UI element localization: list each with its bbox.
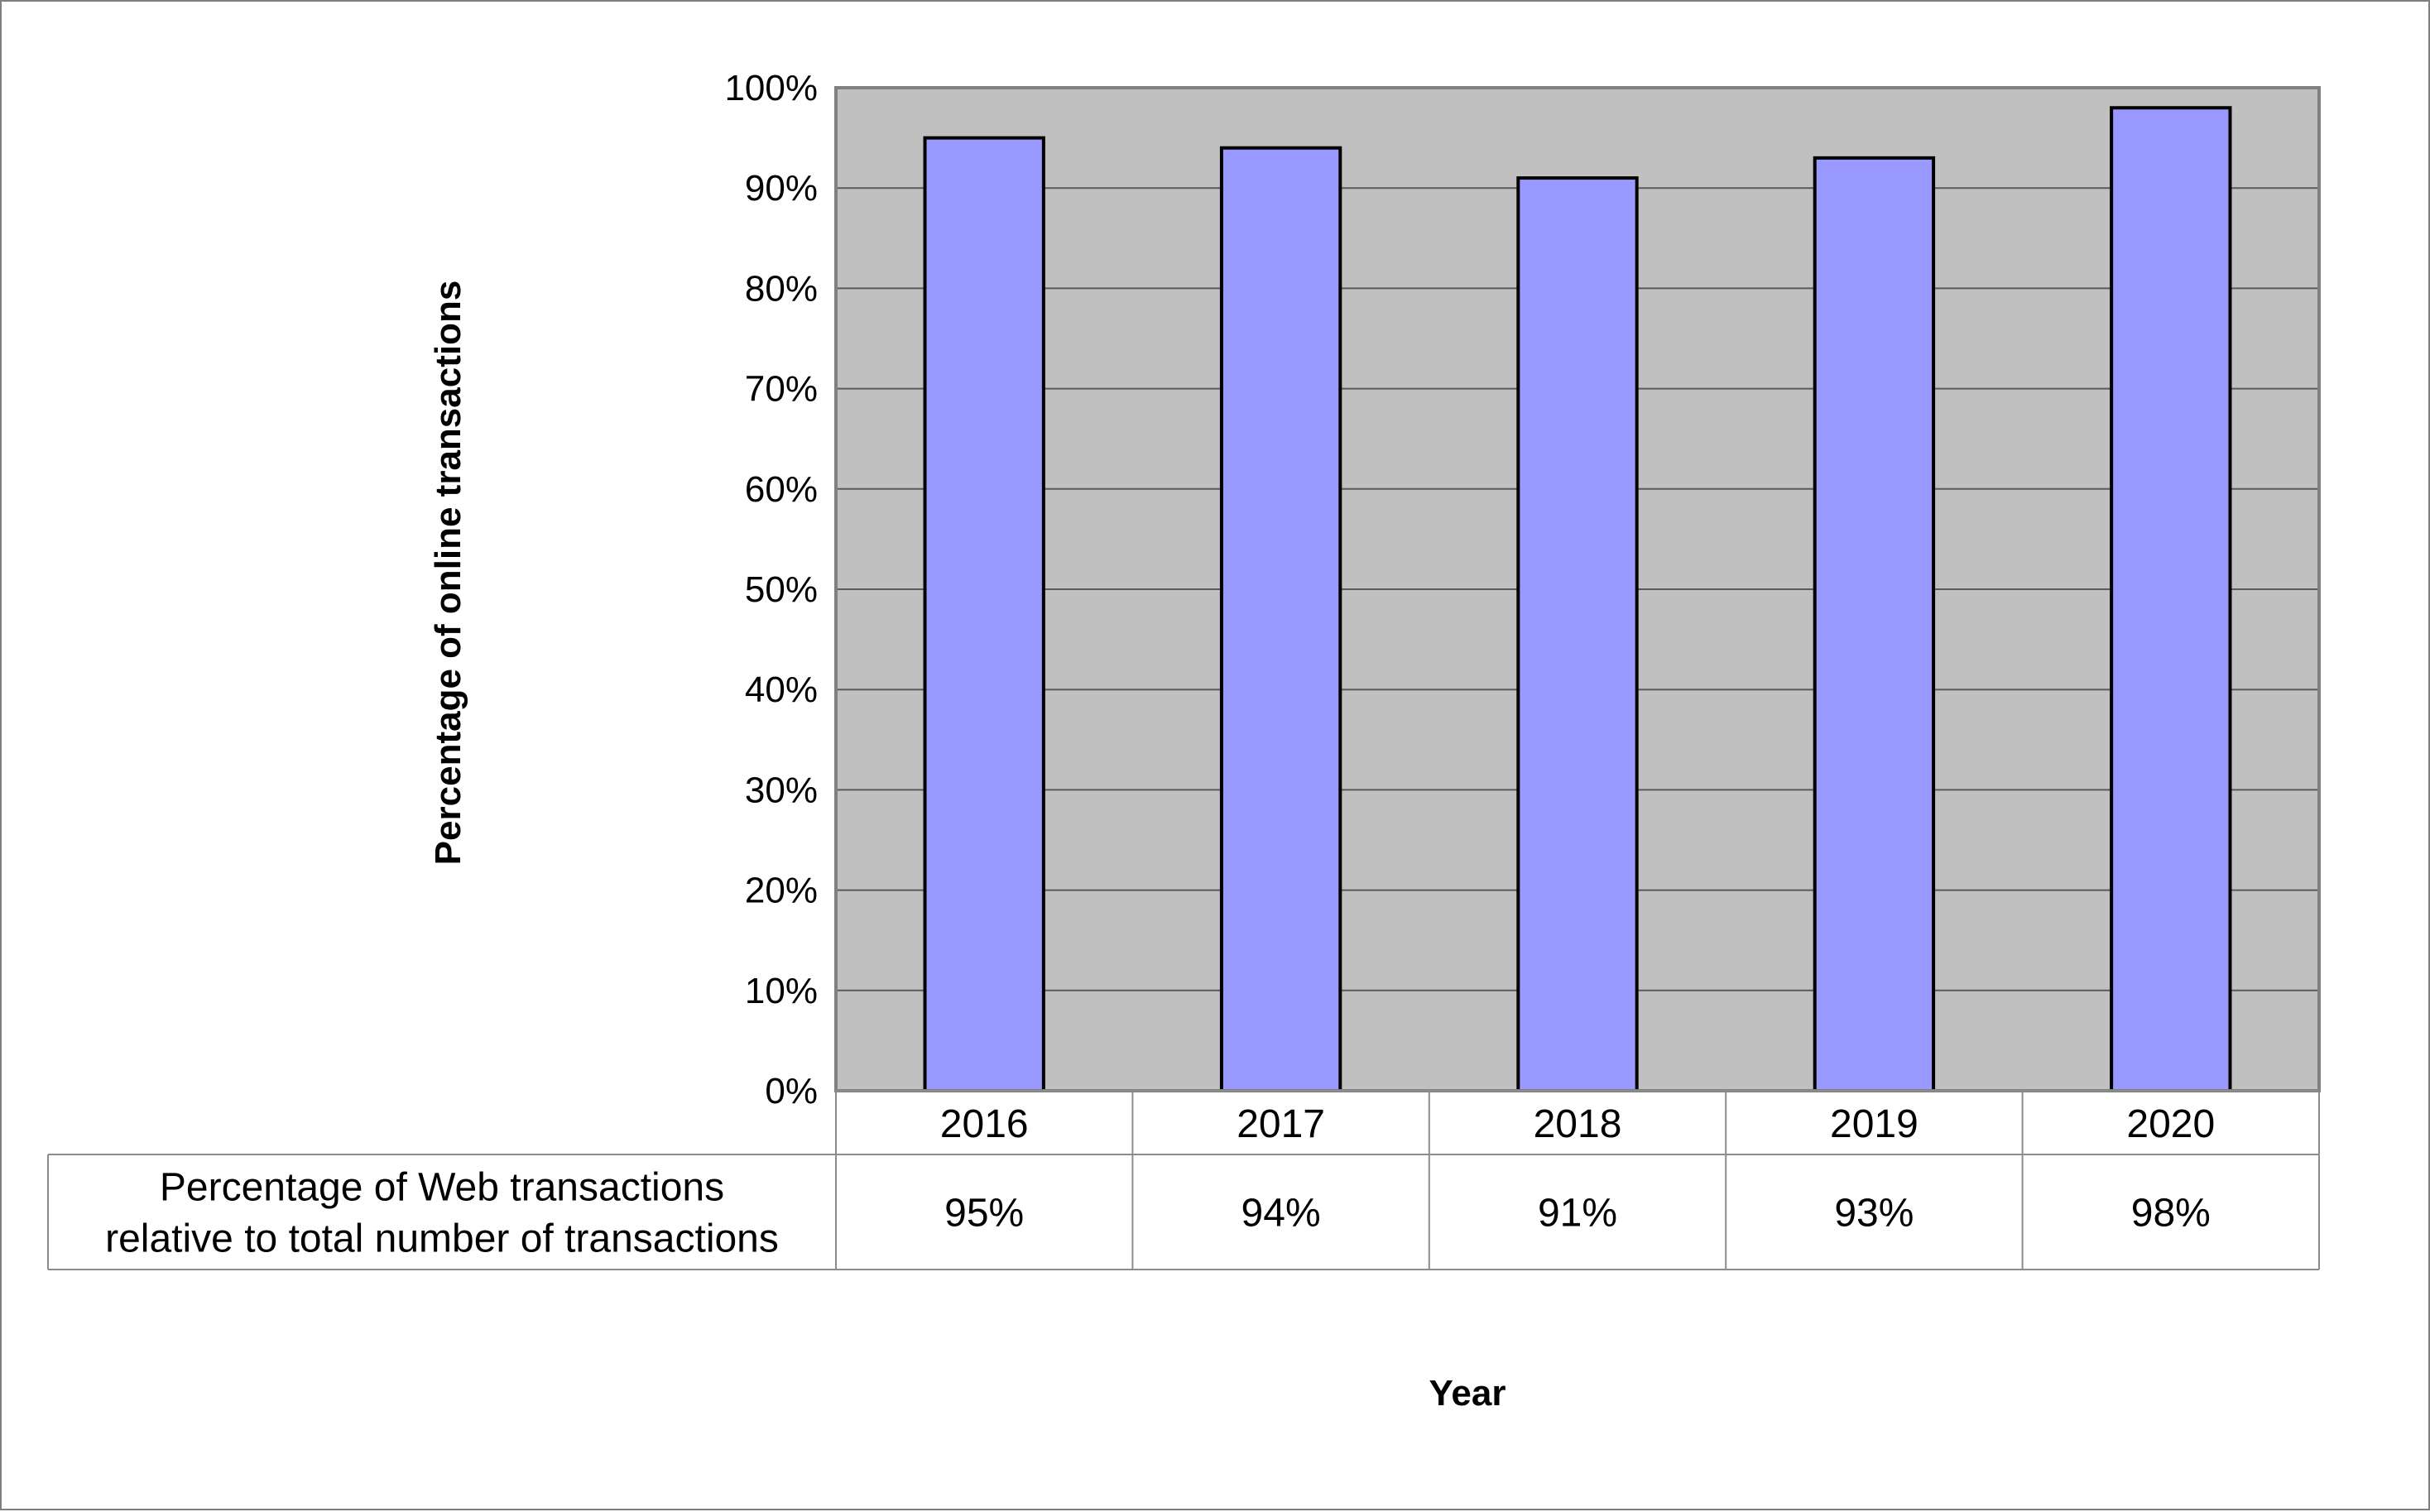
y-tick-labels: 0% 10% 20% 30% 40% 50% 60% 70% 80% 90% 100%: [724, 68, 818, 1111]
x-category-label: 2020: [2126, 1102, 2215, 1146]
table-cell: 98%: [2131, 1192, 2211, 1236]
y-tick-label: 0%: [765, 1071, 818, 1111]
x-category-label: 2017: [1237, 1102, 1325, 1146]
bar: [923, 136, 1045, 1093]
y-tick-label: 80%: [745, 268, 818, 309]
y-tick-label: 100%: [724, 68, 818, 108]
table-row-label: relative to total number of transactions: [105, 1217, 779, 1261]
bar: [1219, 146, 1342, 1093]
y-axis-title: Percentage of online transactions: [428, 281, 468, 866]
y-tick-label: 20%: [745, 871, 818, 911]
x-axis-title: Year: [1429, 1373, 1506, 1414]
y-tick-label: 90%: [745, 168, 818, 209]
x-category-label: 2019: [1830, 1102, 1919, 1146]
y-tick-label: 10%: [745, 971, 818, 1011]
x-category-label: 2016: [940, 1102, 1029, 1146]
y-tick-label: 40%: [745, 670, 818, 710]
y-tick-label: 30%: [745, 770, 818, 810]
table-row-label: Percentage of Web transactions: [160, 1166, 724, 1210]
table-cell: 94%: [1241, 1192, 1321, 1236]
bar: [2110, 106, 2232, 1093]
bars: [923, 106, 2232, 1093]
bar: [1813, 156, 1936, 1093]
table-cell: 91%: [1538, 1192, 1617, 1236]
y-tick-label: 60%: [745, 469, 818, 510]
table-cell: 95%: [944, 1192, 1024, 1236]
y-tick-label: 70%: [745, 369, 818, 410]
x-category-label: 2018: [1534, 1102, 1622, 1146]
y-tick-label: 50%: [745, 569, 818, 610]
bar: [1516, 176, 1639, 1093]
data-table: 2016 2017 2018 2019 2020 95% 94% 91% 93% 98% Perce…: [47, 1090, 2320, 1270]
table-cell: 93%: [1834, 1192, 1914, 1236]
